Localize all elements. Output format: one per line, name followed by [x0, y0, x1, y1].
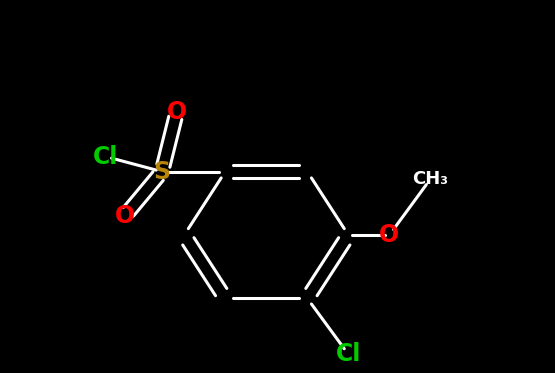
- Text: O: O: [166, 100, 187, 124]
- Text: Cl: Cl: [336, 342, 361, 366]
- Text: O: O: [379, 223, 400, 247]
- Text: CH₃: CH₃: [412, 170, 448, 188]
- Text: O: O: [114, 204, 135, 228]
- Text: S: S: [153, 160, 170, 184]
- Text: Cl: Cl: [93, 145, 119, 169]
